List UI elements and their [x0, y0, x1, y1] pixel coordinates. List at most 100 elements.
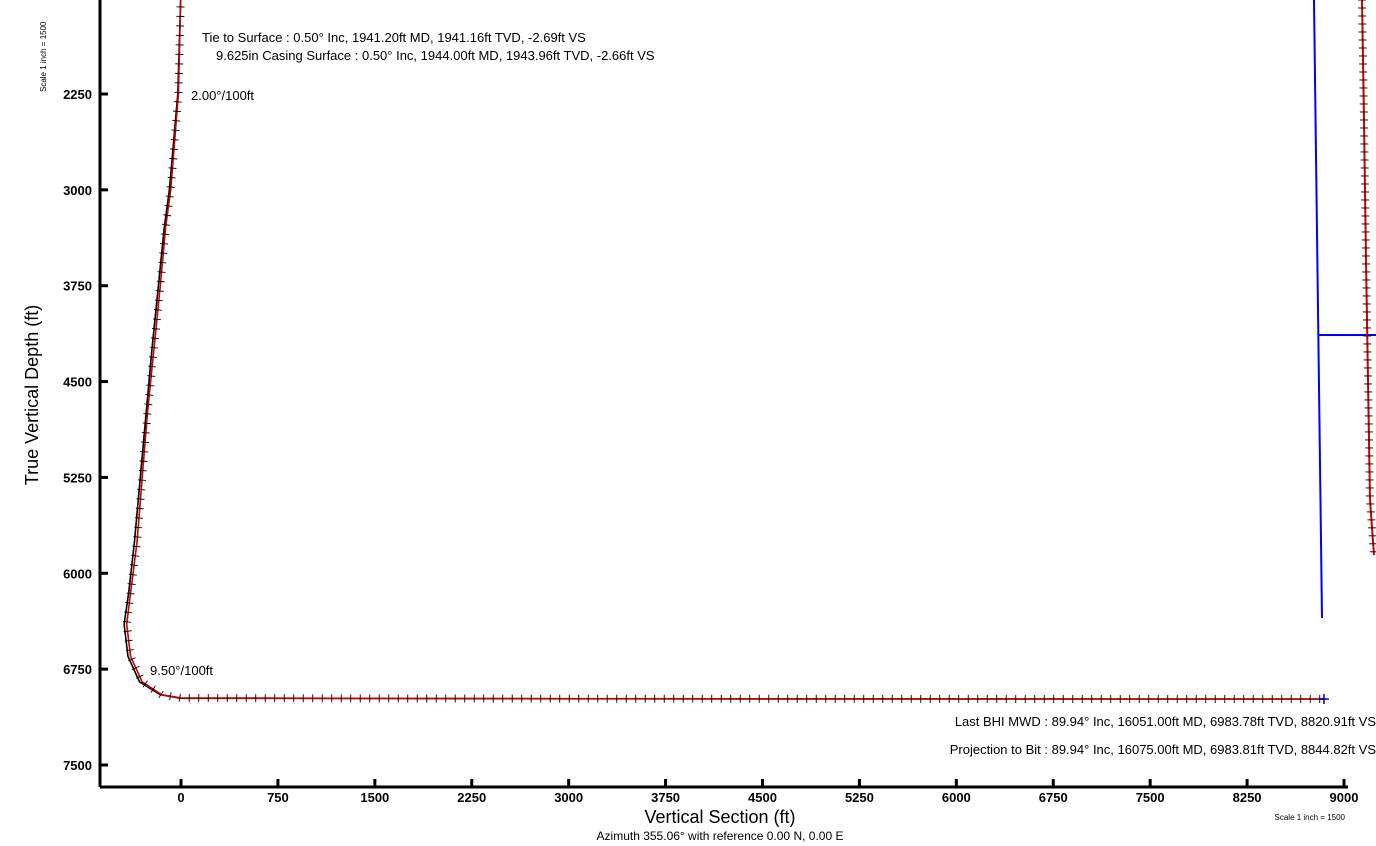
x-tick-label: 4500 — [748, 790, 777, 805]
survey-tick — [124, 639, 133, 642]
survey-tick — [150, 337, 160, 340]
y-tick-label: 5250 — [63, 470, 92, 485]
survey-tick — [142, 422, 151, 425]
survey-tick — [149, 356, 158, 358]
y-tick-label: 3750 — [63, 279, 92, 294]
x-ticks: 0 750 1500 2250 3000 3750 4500 5250 6000 6750 7500… — [177, 779, 1358, 805]
x-tick-label: 9000 — [1330, 790, 1359, 805]
y-tick-label: 7500 — [63, 758, 92, 773]
survey-tick — [142, 680, 148, 688]
y-tick-label: 4500 — [63, 375, 92, 390]
annotation-casing-surface: 9.625in Casing Surface : 0.50° Inc, 1944… — [216, 48, 655, 63]
survey-tick — [160, 233, 169, 236]
survey-tick — [173, 101, 182, 103]
survey-tick — [171, 129, 180, 132]
chart-subtitle: Azimuth 355.06° with reference 0.00 N, 0… — [597, 829, 844, 843]
survey-tick — [135, 507, 144, 510]
survey-tick — [141, 441, 150, 444]
scale-note-left: Scale 1 inch = 1500 — [39, 21, 48, 92]
survey-tick — [125, 649, 134, 652]
survey-tick — [148, 365, 157, 368]
x-tick-label: 2250 — [457, 790, 486, 805]
survey-tick — [172, 110, 182, 113]
y-tick-label: 3000 — [63, 183, 92, 198]
survey-tick — [134, 526, 143, 529]
survey-tick — [130, 564, 139, 567]
survey-tick — [170, 138, 179, 141]
survey-tick — [166, 186, 175, 188]
annotation-dls-curve: 9.50°/100ft — [150, 663, 213, 678]
x-tick-label: 3750 — [651, 790, 680, 805]
scale-note-right: Scale 1 inch = 1500 — [1275, 813, 1346, 822]
survey-tick — [172, 120, 181, 122]
survey-tick — [164, 204, 173, 207]
plot-area: 2250 3000 3750 4500 5250 6000 6750 7500 0 750 150… — [63, 0, 1358, 805]
x-tick-label: 6000 — [942, 790, 971, 805]
survey-tick — [156, 280, 165, 283]
survey-tick — [128, 657, 136, 662]
survey-tick — [151, 327, 160, 330]
survey-tick — [141, 432, 150, 434]
survey-tick — [165, 195, 174, 198]
survey-tick — [153, 309, 162, 311]
y-axis-title: True Vertical Depth (ft) — [22, 305, 42, 485]
survey-tick — [169, 148, 178, 150]
y-tick-label: 6000 — [63, 566, 92, 581]
survey-tick — [133, 536, 142, 538]
survey-tick — [139, 460, 148, 462]
survey-tick — [154, 299, 163, 302]
survey-tick — [136, 498, 145, 500]
x-tick-label: 750 — [267, 790, 289, 805]
annotation-dls-build: 2.00°/100ft — [191, 88, 254, 103]
x-tick-label: 1500 — [360, 790, 389, 805]
survey-tick — [126, 592, 135, 595]
annotation-last-bhi-mwd: Last BHI MWD : 89.94° Inc, 16051.00ft MD… — [955, 714, 1376, 729]
survey-tick — [123, 620, 132, 623]
survey-tick — [125, 602, 134, 604]
survey-tick — [138, 469, 147, 472]
inset-blue-vertical-line — [1313, 0, 1323, 619]
survey-tick — [146, 384, 155, 387]
y-tick-label: 2250 — [63, 87, 92, 102]
survey-tick — [150, 685, 156, 693]
x-tick-label: 8250 — [1233, 790, 1262, 805]
survey-tick — [158, 690, 164, 698]
plan-wellpath-line — [125, 0, 1324, 700]
x-tick-label: 5250 — [845, 790, 874, 805]
survey-tick — [140, 450, 149, 453]
survey-tick — [155, 290, 164, 292]
survey-tick — [131, 554, 140, 557]
survey-tick — [150, 346, 159, 349]
survey-tick — [144, 403, 153, 406]
x-tick-label: 3000 — [554, 790, 583, 805]
survey-tick — [143, 413, 152, 415]
survey-tick — [163, 214, 172, 217]
survey-tick — [127, 583, 136, 586]
inset-plan-view — [1313, 0, 1376, 619]
survey-tick — [137, 488, 146, 491]
series-layer — [123, 0, 1324, 700]
survey-tick — [161, 223, 170, 226]
survey-tick — [152, 318, 161, 321]
annotation-projection-to-bit: Projection to Bit : 89.94° Inc, 16075.00… — [950, 742, 1376, 757]
survey-tick — [158, 261, 167, 264]
survey-tick-marks — [123, 6, 1329, 705]
survey-tick — [168, 167, 177, 169]
y-ticks: 2250 3000 3750 4500 5250 6000 6750 7500 — [63, 87, 108, 773]
survey-tick — [159, 252, 168, 254]
survey-tick — [128, 573, 137, 576]
survey-tick — [160, 242, 169, 245]
survey-tick — [124, 611, 133, 614]
survey-tick — [178, 693, 181, 702]
survey-tick — [147, 375, 156, 377]
survey-tick — [157, 271, 166, 273]
y-tick-label: 6750 — [63, 662, 92, 677]
survey-tick — [167, 176, 176, 179]
actual-wellpath-line — [123, 0, 1324, 700]
survey-tick — [137, 479, 147, 481]
x-tick-label: 7500 — [1136, 790, 1165, 805]
survey-tick — [169, 157, 178, 160]
survey-tick — [123, 630, 132, 633]
annotation-tie-to-surface: Tie to Surface : 0.50° Inc, 1941.20ft MD… — [202, 30, 586, 45]
